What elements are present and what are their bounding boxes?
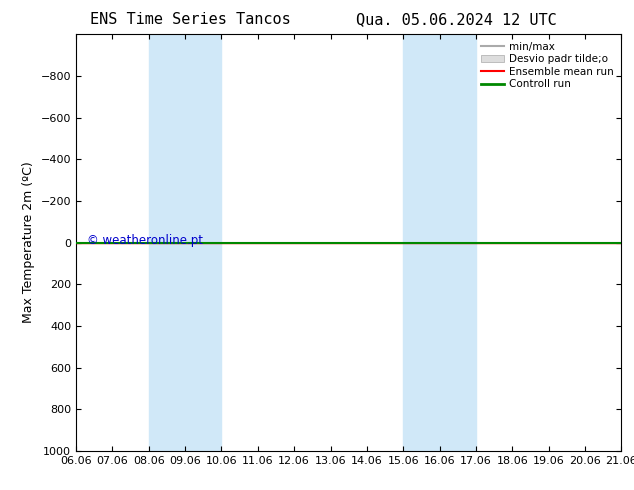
Text: ENS Time Series Tancos: ENS Time Series Tancos: [90, 12, 290, 27]
Y-axis label: Max Temperature 2m (ºC): Max Temperature 2m (ºC): [22, 162, 35, 323]
Text: © weatheronline.pt: © weatheronline.pt: [87, 234, 203, 247]
Legend: min/max, Desvio padr tilde;o, Ensemble mean run, Controll run: min/max, Desvio padr tilde;o, Ensemble m…: [479, 40, 616, 92]
Bar: [149, 34, 221, 451]
Text: Qua. 05.06.2024 12 UTC: Qua. 05.06.2024 12 UTC: [356, 12, 557, 27]
Bar: [403, 34, 476, 451]
